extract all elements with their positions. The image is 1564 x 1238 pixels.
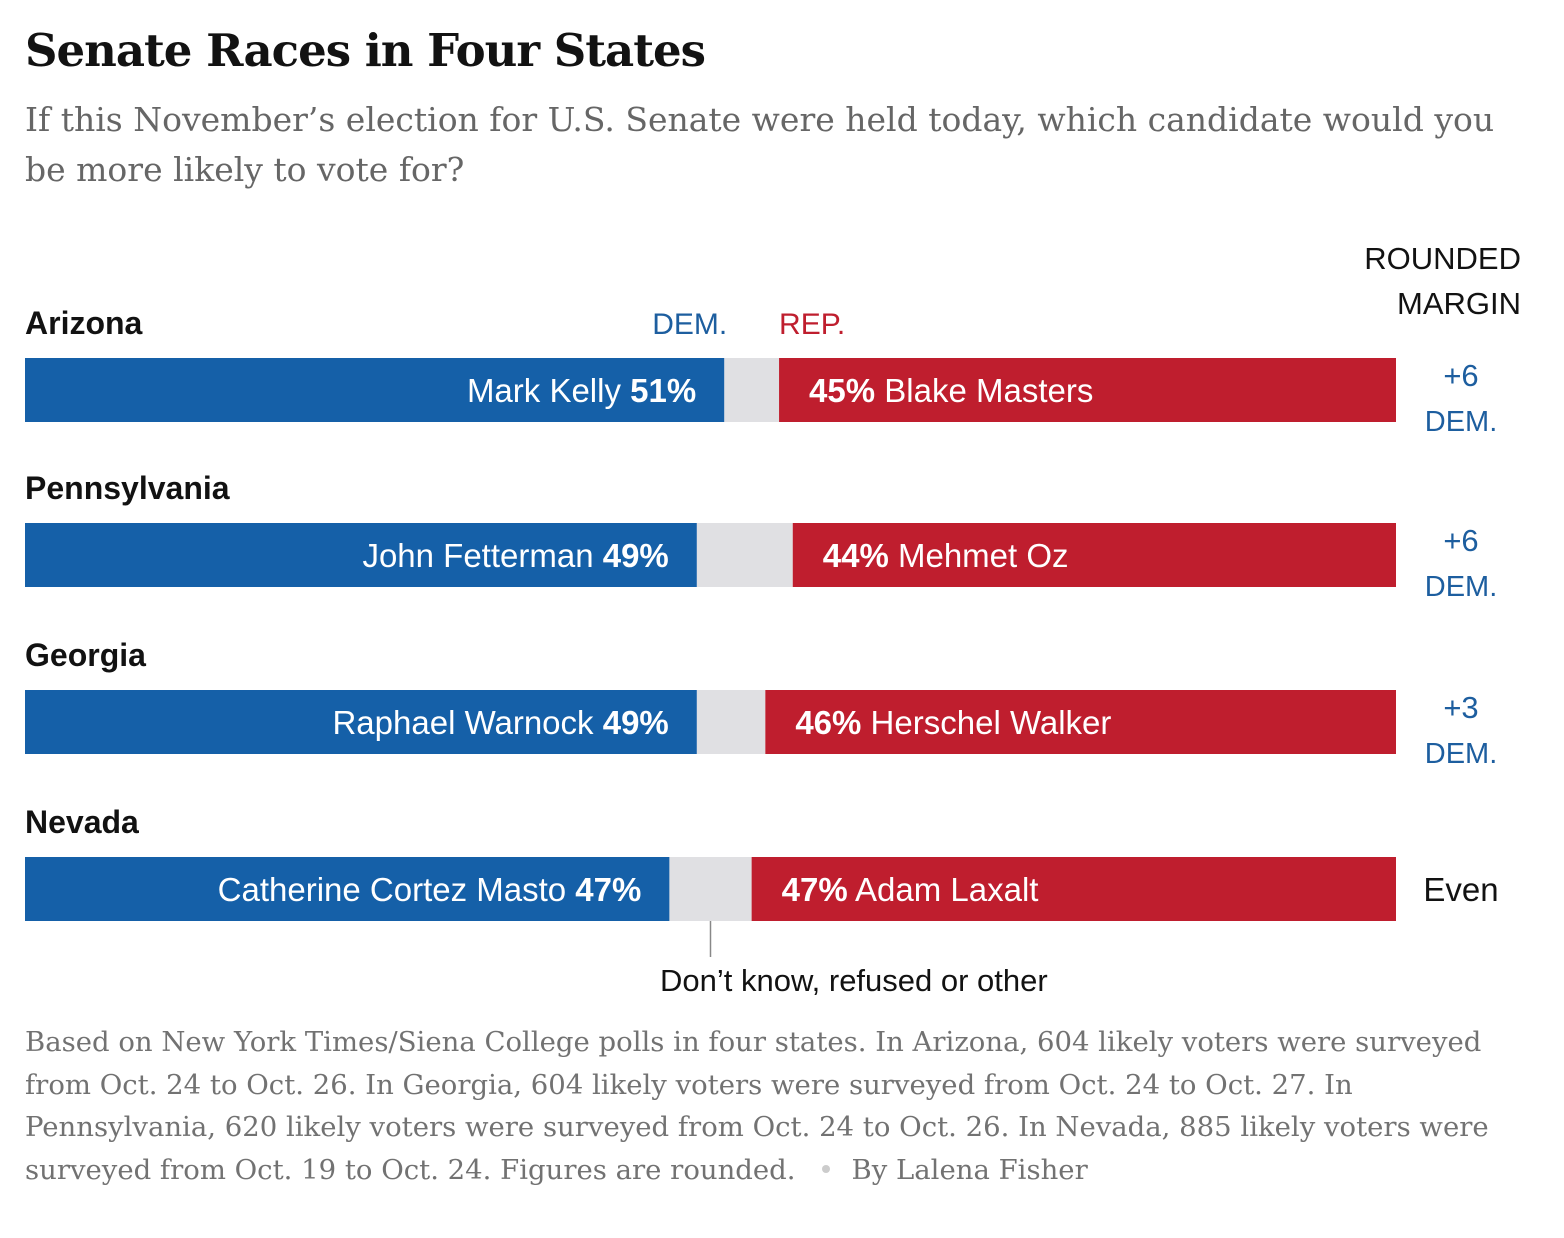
- margin-party: DEM.: [1425, 571, 1498, 603]
- stacked-bar-chart: Arizona Mark Kelly 51% 45% Blake Masters +6…: [25, 305, 1499, 998]
- dem-candidate-label: Catherine Cortez Masto 47%: [218, 871, 642, 908]
- footnote: Based on New York Times/Siena College po…: [25, 1021, 1535, 1191]
- state-label: Pennsylvania: [25, 470, 230, 506]
- rep-bar: [765, 690, 1396, 754]
- rep-candidate-label: 45% Blake Masters: [809, 372, 1093, 409]
- source-note: Based on New York Times/Siena College po…: [25, 1026, 1489, 1186]
- dem-bar: [25, 358, 725, 422]
- rep-bar: [779, 358, 1396, 422]
- margin-value: +6: [1443, 523, 1478, 558]
- dem-bar: [25, 857, 670, 921]
- other-bar: [669, 857, 752, 921]
- margin-value: Even: [1423, 871, 1498, 908]
- dem-candidate-label: Mark Kelly 51%: [467, 372, 696, 409]
- rep-candidate-label: 44% Mehmet Oz: [823, 537, 1069, 574]
- other-bar: [724, 358, 780, 422]
- rep-bar: [751, 857, 1396, 921]
- margin-value: +6: [1443, 358, 1478, 393]
- margin-header-line-1: ROUNDED: [1364, 241, 1521, 276]
- margin-party: DEM.: [1425, 406, 1498, 438]
- dem-bar: [25, 523, 697, 587]
- legend-other: Don’t know, refused or other: [660, 963, 1048, 998]
- state-label: Nevada: [25, 804, 139, 840]
- dem-candidate-label: Raphael Warnock 49%: [332, 704, 668, 741]
- margin-column-header: ROUNDED MARGIN: [1364, 236, 1521, 326]
- byline: By Lalena Fisher: [851, 1153, 1088, 1186]
- margin-party: DEM.: [1425, 738, 1498, 770]
- legend-rep: REP.: [779, 308, 845, 341]
- rep-candidate-label: 47% Adam Laxalt: [782, 871, 1039, 908]
- other-bar: [696, 690, 766, 754]
- state-label: Arizona: [25, 305, 143, 341]
- rep-bar: [792, 523, 1396, 587]
- dem-bar: [25, 690, 697, 754]
- state-label: Georgia: [25, 637, 146, 673]
- margin-header-line-2: MARGIN: [1397, 286, 1521, 321]
- other-bar: [696, 523, 793, 587]
- chart-subtitle: If this November’s election for U.S. Sen…: [25, 100, 1495, 189]
- dem-candidate-label: John Fetterman 49%: [362, 537, 668, 574]
- legend-dem: DEM.: [652, 308, 727, 341]
- margin-value: +3: [1443, 690, 1478, 725]
- chart-title: Senate Races in Four States: [25, 24, 706, 77]
- separator-dot: [821, 1164, 830, 1173]
- rep-candidate-label: 46% Herschel Walker: [795, 704, 1111, 741]
